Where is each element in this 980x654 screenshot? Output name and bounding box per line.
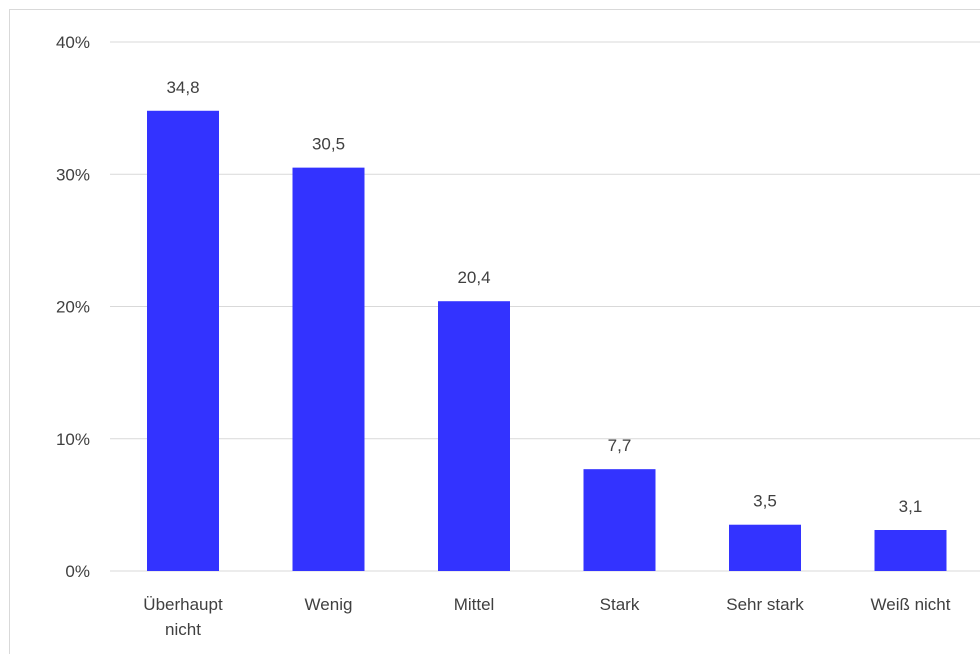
bar-6 — [875, 530, 947, 571]
data-label: 3,5 — [753, 492, 777, 511]
data-label: 20,4 — [457, 268, 490, 287]
x-tick-label: Mittel — [454, 595, 495, 614]
x-tick-label: Sehr stark — [726, 595, 804, 614]
data-label: 34,8 — [166, 78, 199, 97]
data-labels: 34,8 30,5 20,4 7,7 3,5 3,1 — [166, 78, 922, 516]
data-label: 7,7 — [608, 436, 632, 455]
y-tick-label: 10% — [56, 430, 90, 449]
bar-4 — [584, 469, 656, 571]
x-tick-label: Wenig — [305, 595, 353, 614]
data-label: 3,1 — [899, 497, 923, 516]
data-label: 30,5 — [312, 135, 345, 154]
y-tick-label: 20% — [56, 298, 90, 317]
x-tick-label: Stark — [600, 595, 640, 614]
x-axis: Überhaupt nicht Wenig Mittel Stark Sehr stark… — [143, 595, 950, 639]
y-axis: 0% 10% 20% 30% 40% — [56, 33, 90, 581]
bar-5 — [729, 525, 801, 571]
bar-1 — [147, 111, 219, 571]
x-tick-label: Überhaupt nicht — [143, 595, 223, 639]
x-tick-label: Weiß nicht — [871, 595, 951, 614]
y-tick-label: 30% — [56, 165, 90, 184]
bar-2 — [293, 168, 365, 571]
y-tick-label: 40% — [56, 33, 90, 52]
bars — [147, 111, 947, 571]
bar-3 — [438, 301, 510, 571]
gridlines — [110, 42, 980, 571]
y-tick-label: 0% — [65, 562, 90, 581]
